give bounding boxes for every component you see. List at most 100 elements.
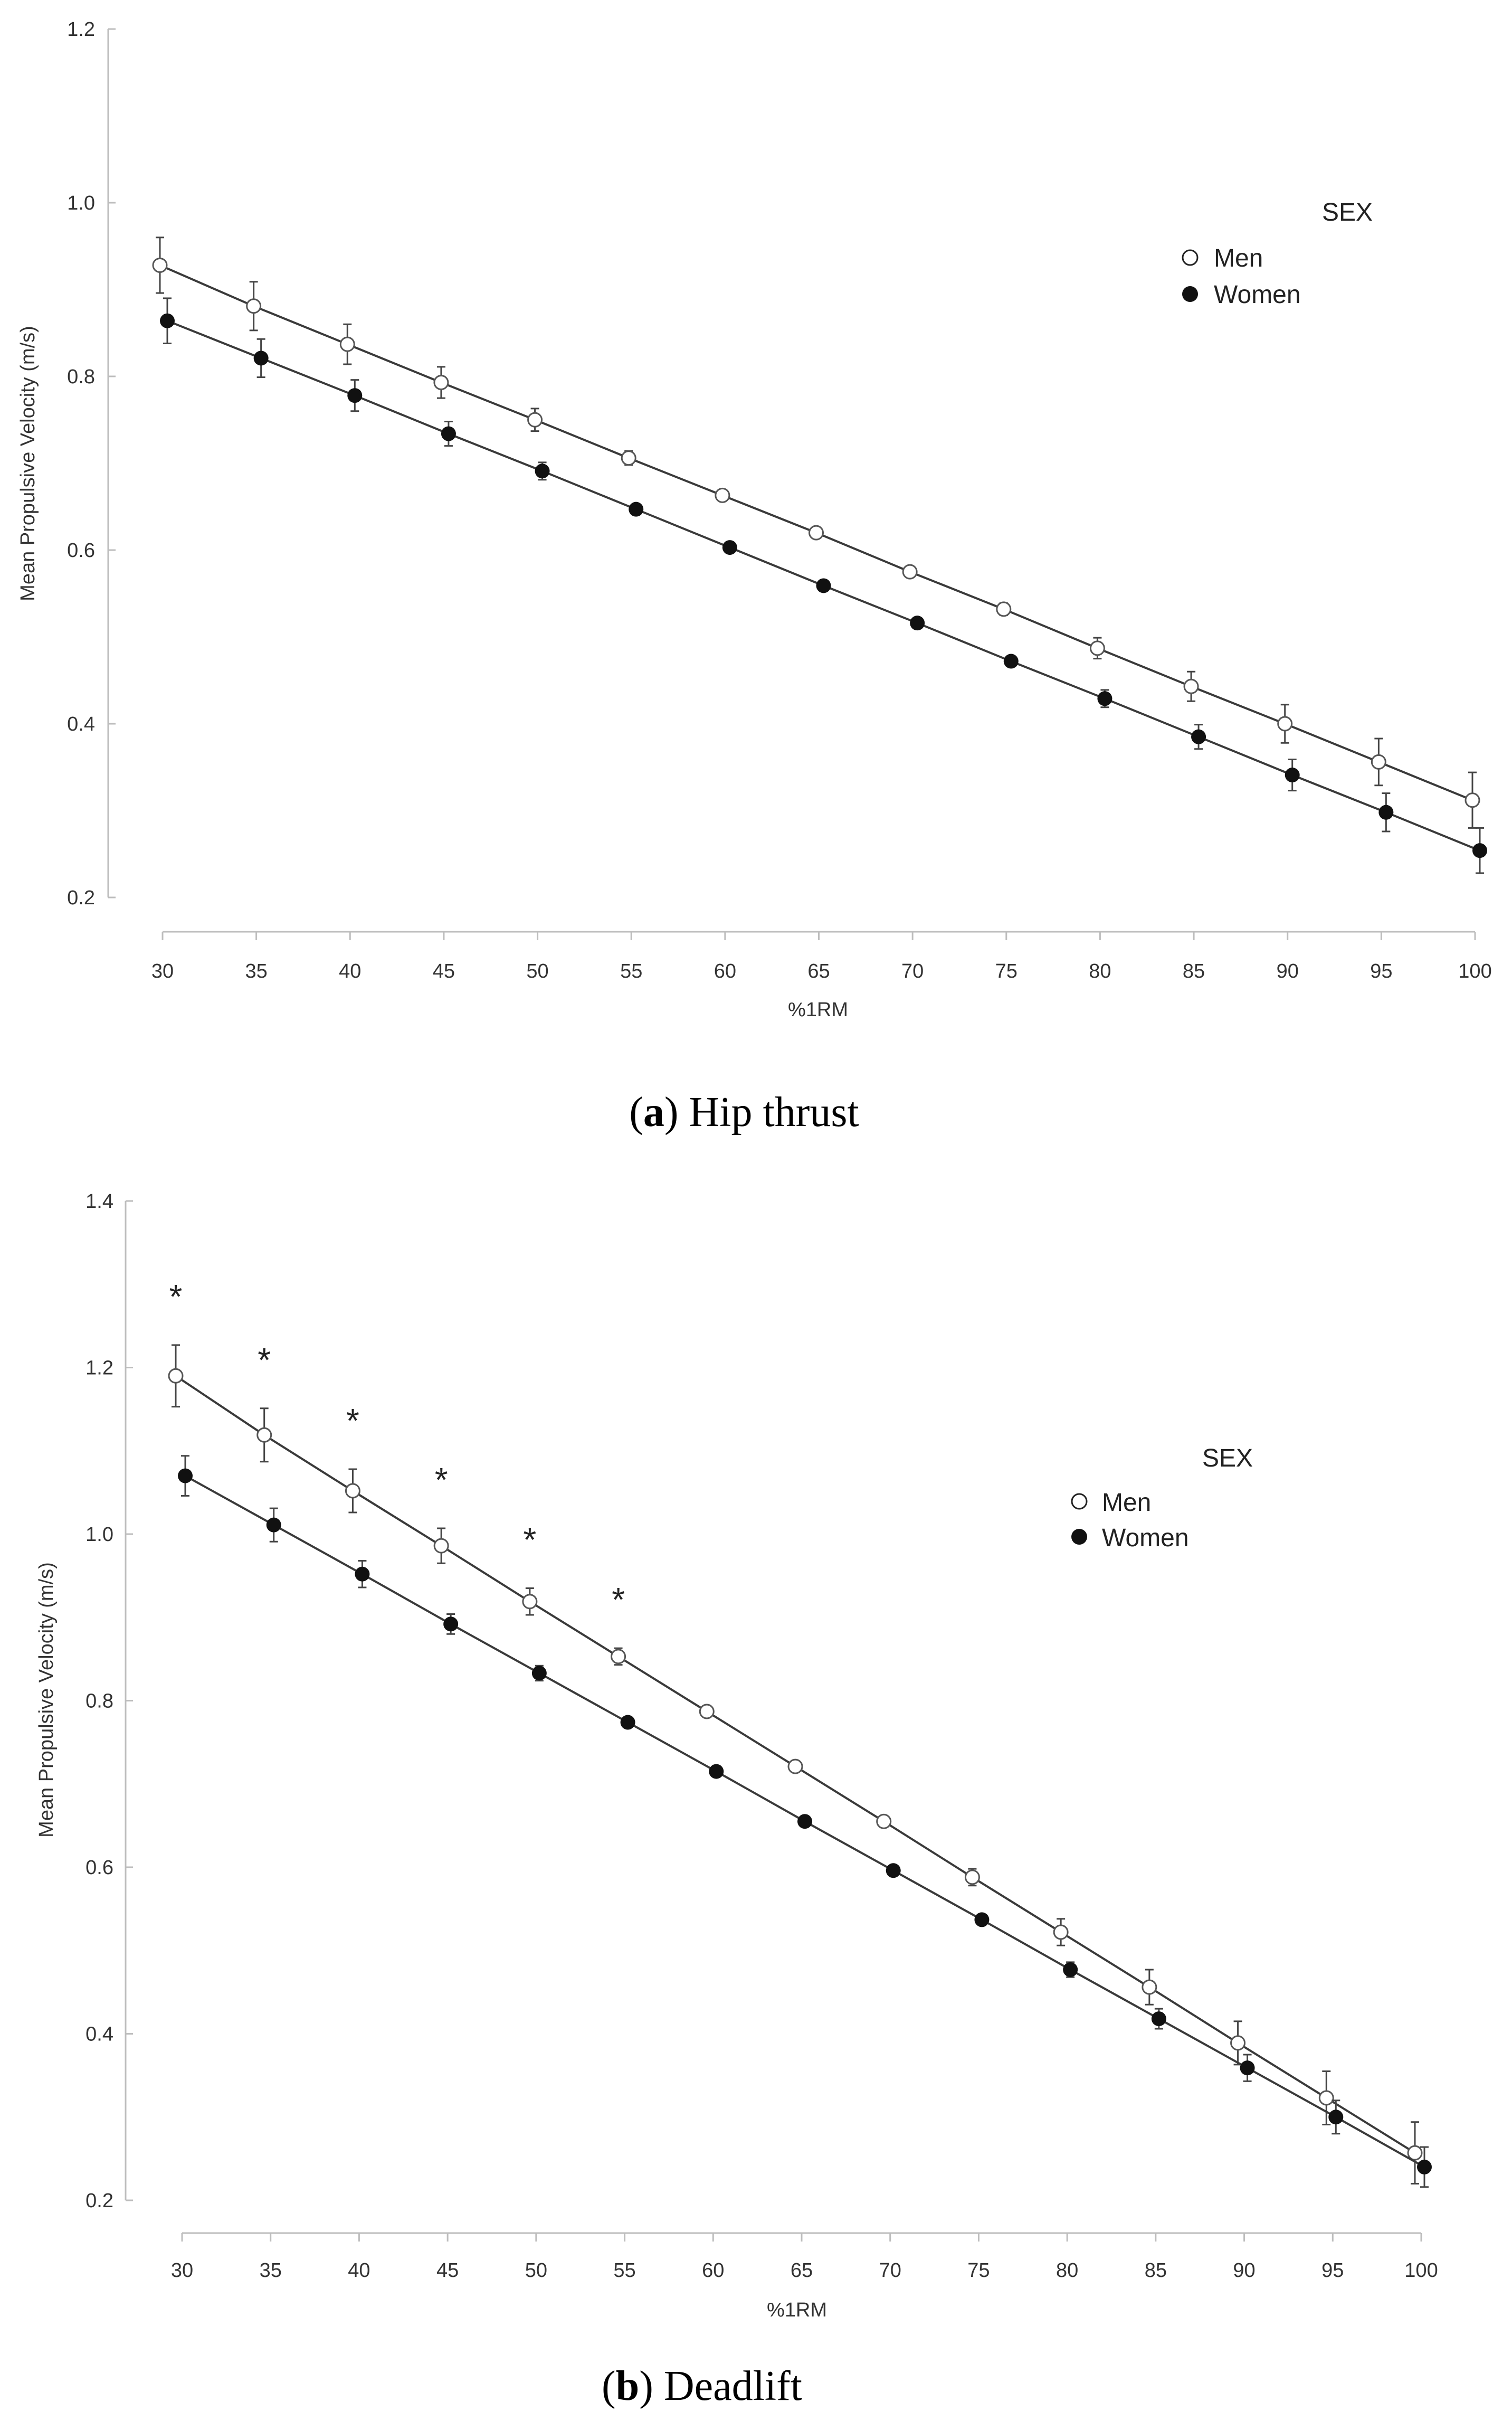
x-tick-label: 35: [245, 960, 268, 982]
data-point-men: [1183, 678, 1199, 694]
data-point-men: [1277, 716, 1293, 732]
data-point-men: [246, 298, 262, 314]
significance-star: *: [346, 1402, 359, 1440]
data-point-men: [433, 1538, 449, 1554]
x-tick-label: 35: [260, 2259, 282, 2282]
x-tick-label: 90: [1277, 960, 1299, 982]
x-tick-label: 60: [714, 960, 736, 982]
data-point-women: [629, 502, 644, 517]
caption-hip-thrust: (a) Hip thrust: [629, 1089, 859, 1136]
data-point-men: [339, 336, 355, 352]
x-tick-label: 50: [526, 960, 548, 982]
data-point-men: [1407, 2145, 1423, 2161]
x-tick-label: 30: [171, 2259, 193, 2282]
chart-panel-hip-thrust: 0.2 0.4 0.6 0.8 1.0 1.2 30 35 40 45 50 55 60 65 70 75 8…: [17, 18, 1492, 1136]
x-tick-label: 45: [433, 960, 455, 982]
data-point-women: [443, 1616, 459, 1632]
data-point-women: [266, 1517, 281, 1533]
data-point-women: [1063, 1962, 1078, 1978]
x-tick-label: 75: [967, 2259, 990, 2282]
x-tick-label: 55: [620, 960, 642, 982]
chart-panel-deadlift: 0.2 0.4 0.6 0.8 1.0 1.2 1.4 30 35 40 45 50 55 60 65 70…: [35, 1190, 1438, 2409]
data-point-women: [1097, 691, 1112, 706]
data-point-men: [964, 1869, 980, 1885]
significance-star: *: [258, 1341, 271, 1379]
data-point-men: [433, 375, 449, 391]
x-tick-label: 80: [1056, 2259, 1078, 2282]
data-point-women: [535, 464, 550, 479]
data-point-women: [253, 351, 269, 366]
data-point-women: [722, 540, 737, 555]
data-point-men: [1142, 1979, 1157, 1995]
legend-title: SEX: [1322, 198, 1373, 226]
data-point-men: [152, 257, 168, 273]
y-tick-label: 0.2: [67, 887, 95, 909]
y-tick-label: 0.6: [67, 540, 95, 562]
data-point-women: [974, 1912, 990, 1927]
legend-marker-men: [1071, 1493, 1088, 1510]
y-tick-label: 1.2: [67, 18, 95, 41]
data-point-women: [1417, 2159, 1432, 2174]
data-point-women: [886, 1863, 901, 1878]
data-point-men: [787, 1758, 803, 1774]
data-point-men: [1089, 640, 1105, 656]
x-tick-label: 65: [807, 960, 830, 982]
caption-deadlift: (b) Deadlift: [602, 2363, 802, 2409]
significance-star: *: [169, 1278, 183, 1316]
x-tick-label: 45: [436, 2259, 459, 2282]
legend-label-men: Men: [1214, 244, 1263, 272]
data-point-women: [1285, 768, 1300, 783]
x-tick-label: 90: [1233, 2259, 1255, 2282]
data-point-men: [522, 1594, 538, 1610]
data-point-men: [1230, 2035, 1246, 2051]
x-tick-label: 40: [348, 2259, 370, 2282]
data-point-women: [620, 1715, 635, 1730]
y-tick-label: 0.4: [85, 2023, 113, 2046]
legend-marker-men: [1182, 249, 1199, 266]
data-point-men: [809, 525, 824, 541]
data-point-men: [996, 601, 1012, 617]
data-point-women: [1191, 729, 1206, 744]
data-point-women: [355, 1566, 370, 1582]
x-tick-label: 70: [901, 960, 924, 982]
x-tick-label: 95: [1370, 960, 1392, 982]
y-tick-label: 1.0: [67, 192, 95, 214]
y-tick-label: 0.8: [67, 366, 95, 388]
x-axis-label: %1RM: [767, 2299, 827, 2321]
x-tick-label: 55: [613, 2259, 635, 2282]
data-point-men: [1465, 792, 1480, 808]
x-tick-label: 75: [995, 960, 1017, 982]
data-point-men: [1053, 1924, 1069, 1940]
x-tick-label: 95: [1321, 2259, 1344, 2282]
y-tick-label: 0.6: [85, 1857, 113, 1879]
legend-label-men: Men: [1102, 1489, 1151, 1517]
legend: SEX Men Women: [1182, 198, 1373, 309]
data-point-men: [621, 450, 636, 466]
y-tick-label: 0.2: [85, 2190, 113, 2212]
x-tick-label: 50: [525, 2259, 547, 2282]
data-point-women: [347, 388, 363, 403]
legend-label-women: Women: [1214, 281, 1301, 309]
y-tick-label: 0.4: [67, 713, 95, 735]
y-tick-label: 0.8: [85, 1690, 113, 1713]
legend-marker-women: [1182, 286, 1198, 302]
data-point-men: [715, 487, 730, 503]
y-axis-label: Mean Propulsive Velocity (m/s): [17, 326, 39, 601]
y-tick-label: 1.0: [85, 1524, 113, 1546]
x-tick-label: 85: [1145, 2259, 1167, 2282]
significance-star: *: [612, 1581, 625, 1619]
significance-star: *: [523, 1521, 536, 1559]
y-tick-label: 1.2: [85, 1357, 113, 1379]
data-point-men: [902, 564, 918, 580]
legend-marker-women: [1071, 1529, 1087, 1545]
data-point-women: [1151, 2011, 1166, 2027]
data-point-men: [345, 1483, 360, 1499]
data-point-men: [699, 1704, 715, 1719]
data-point-women: [910, 616, 925, 631]
legend-label-women: Women: [1102, 1524, 1189, 1552]
data-point-women: [178, 1468, 193, 1483]
x-tick-label: 85: [1183, 960, 1205, 982]
data-point-men: [876, 1813, 892, 1829]
x-tick-label: 80: [1089, 960, 1111, 982]
